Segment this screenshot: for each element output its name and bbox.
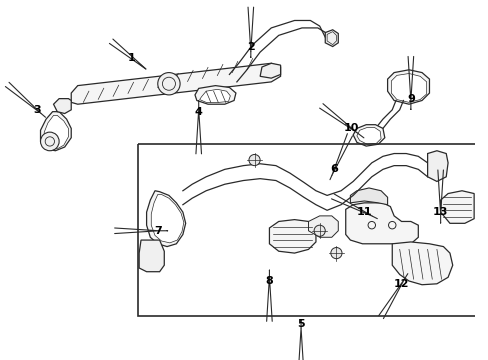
Text: 5: 5 (297, 319, 304, 360)
Text: 11: 11 (331, 194, 377, 219)
Text: 8: 8 (265, 270, 273, 321)
Circle shape (313, 225, 325, 237)
Text: 10: 10 (319, 104, 363, 138)
Polygon shape (390, 73, 426, 102)
Polygon shape (54, 99, 71, 113)
Text: 9: 9 (406, 57, 414, 109)
Polygon shape (356, 127, 380, 144)
Polygon shape (151, 194, 183, 243)
Polygon shape (427, 151, 447, 181)
Circle shape (41, 132, 59, 151)
Text: 4: 4 (194, 101, 202, 154)
Bar (138, 144, 488, 316)
Polygon shape (195, 86, 235, 104)
Polygon shape (71, 63, 280, 104)
Text: 2: 2 (246, 7, 254, 57)
Polygon shape (199, 89, 230, 102)
Polygon shape (440, 191, 473, 223)
Polygon shape (260, 63, 280, 78)
Circle shape (248, 154, 260, 166)
Polygon shape (308, 216, 338, 237)
Polygon shape (387, 70, 428, 104)
Polygon shape (41, 112, 71, 151)
Text: 13: 13 (432, 170, 447, 223)
Text: 3: 3 (5, 82, 45, 117)
Polygon shape (269, 220, 315, 253)
Text: 1: 1 (109, 39, 145, 69)
Polygon shape (350, 188, 387, 205)
Circle shape (330, 248, 341, 259)
Polygon shape (345, 203, 417, 244)
Text: 12: 12 (378, 274, 408, 319)
Polygon shape (391, 242, 452, 285)
Text: 6: 6 (329, 134, 352, 180)
Circle shape (158, 73, 180, 95)
Polygon shape (325, 30, 338, 46)
Polygon shape (352, 125, 384, 146)
Polygon shape (139, 240, 164, 272)
Text: 7: 7 (114, 226, 167, 236)
Polygon shape (44, 116, 68, 149)
Polygon shape (146, 191, 185, 247)
